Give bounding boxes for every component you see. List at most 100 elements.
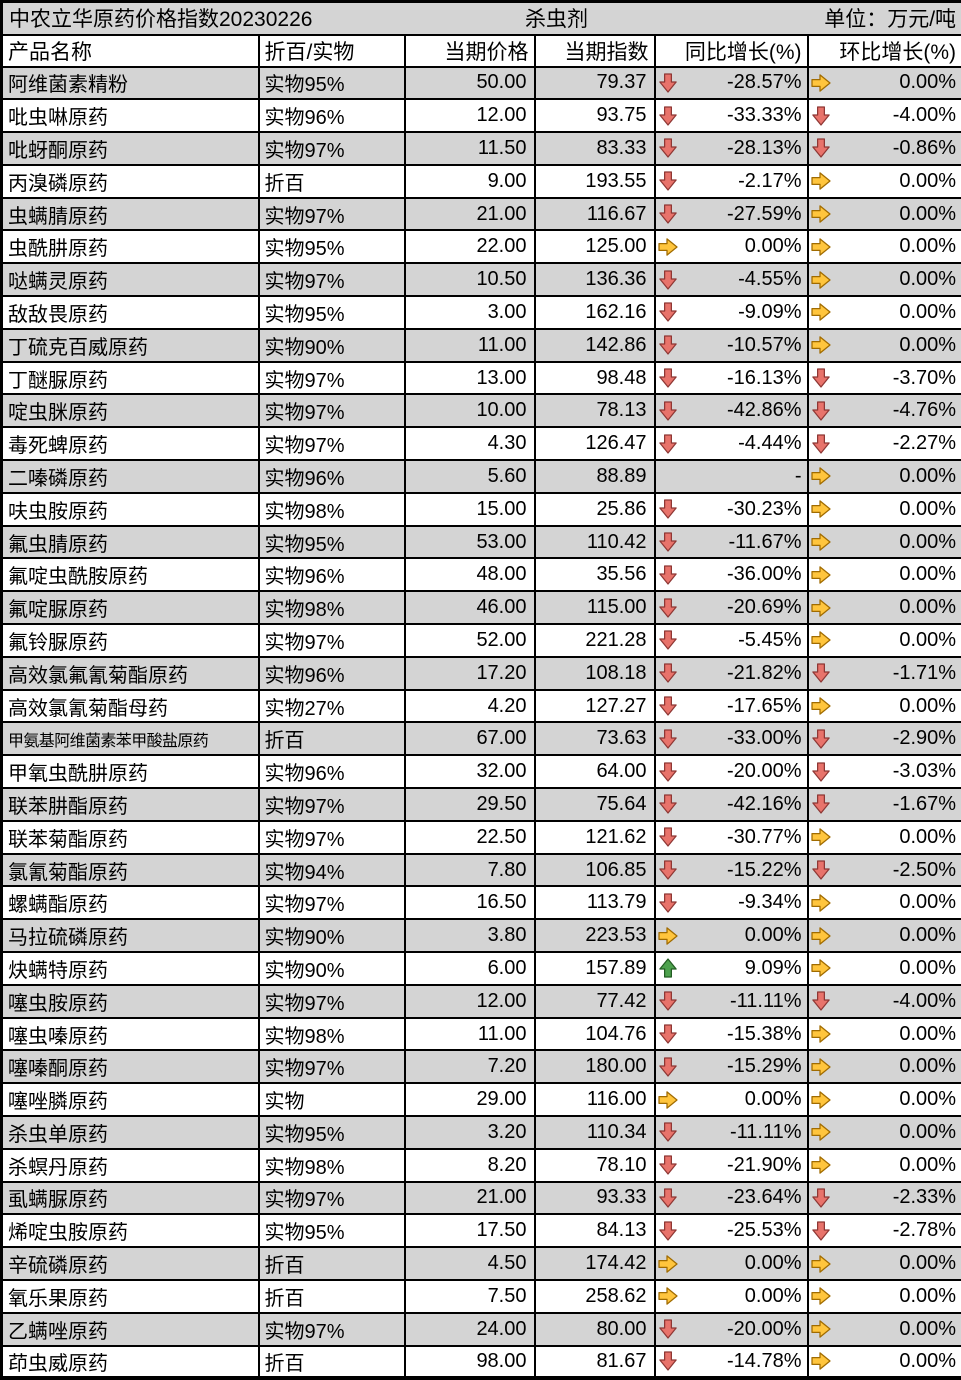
down-arrow-icon — [658, 401, 677, 421]
current-index-cell: 115.00 — [533, 590, 656, 626]
spec-cell: 实物97% — [257, 623, 406, 658]
yoy-growth-cell: -20.00% — [653, 1311, 809, 1347]
down-arrow — [810, 1188, 835, 1208]
percent-value: -42.16% — [727, 792, 802, 815]
percent-value: -33.33% — [727, 104, 802, 127]
spec-cell: 实物97% — [257, 262, 406, 298]
down-arrow — [810, 663, 835, 683]
right-arrow — [810, 1351, 835, 1371]
right-arrow — [810, 237, 835, 257]
percent-value: -4.44% — [738, 432, 802, 455]
percent-value: 0.00% — [744, 1088, 802, 1111]
spec-cell: 实物97% — [257, 393, 406, 429]
table-row: 阿维菌素精粉 实物95% 50.00 79.37 -28.57% 0.00% — [0, 65, 961, 101]
right-arrow-icon — [810, 303, 831, 322]
table-row: 甲氨基阿维菌素苯甲酸盐原药 折百 67.00 73.63 -33.00% -2.90% — [0, 721, 961, 757]
product-name-cell: 吡蚜酮原药 — [0, 131, 260, 166]
current-price-cell: 29.00 — [403, 1082, 536, 1117]
right-arrow-icon — [810, 959, 831, 978]
percent-value: -2.27% — [892, 432, 957, 455]
down-arrow-icon — [658, 106, 677, 126]
table-row: 噻虫嗪原药 实物98% 11.00 104.76 -15.38% 0.00% — [0, 1016, 961, 1052]
table-row: 敌敌畏原药 实物95% 3.00 162.16 -9.09% 0.00% — [0, 295, 961, 330]
yoy-growth-cell: -10.57% — [653, 327, 809, 363]
right-arrow — [810, 630, 835, 650]
down-arrow — [657, 827, 682, 847]
right-arrow-icon — [810, 1123, 831, 1142]
down-arrow-icon — [658, 565, 677, 585]
right-arrow-icon — [810, 533, 831, 551]
table-row: 杀虫单原药 实物95% 3.20 110.34 -11.11% 0.00% — [0, 1115, 961, 1150]
current-price-cell: 11.50 — [403, 131, 536, 166]
spec-cell: 实物97% — [257, 1180, 406, 1216]
current-index-cell: 258.62 — [533, 1278, 656, 1314]
current-index-cell: 127.27 — [533, 688, 656, 724]
percent-value: -4.00% — [892, 989, 957, 1012]
spec-cell: 实物96% — [257, 655, 406, 691]
table-row: 烯啶虫胺原药 实物95% 17.50 84.13 -25.53% -2.78% — [0, 1213, 961, 1249]
current-price-cell: 53.00 — [403, 524, 536, 560]
mom-growth-cell: -2.78% — [806, 1213, 961, 1249]
down-arrow — [657, 893, 682, 913]
current-price-cell: 3.80 — [403, 918, 536, 954]
current-index-cell: 75.64 — [533, 787, 656, 822]
mom-growth-cell: 0.00% — [806, 229, 961, 265]
right-arrow-icon — [657, 1287, 678, 1306]
spec-cell: 实物90% — [257, 951, 406, 986]
current-index-cell: 113.79 — [533, 885, 656, 921]
current-index-cell: 223.53 — [533, 918, 656, 954]
down-arrow-icon — [658, 630, 677, 651]
product-name-cell: 哒螨灵原药 — [0, 262, 260, 298]
down-arrow-icon — [658, 893, 677, 913]
right-arrow — [810, 565, 835, 585]
down-arrow-icon — [658, 663, 677, 683]
mom-growth-cell: 0.00% — [806, 295, 961, 330]
percent-value: 9.09% — [744, 956, 802, 979]
percent-value: -20.69% — [727, 596, 802, 619]
current-index-cell: 180.00 — [533, 1049, 656, 1085]
right-arrow-icon — [810, 894, 831, 912]
title-row: 中农立华原药价格指数20230226 杀虫剂 单位：万元/吨 — [0, 0, 961, 36]
right-arrow — [810, 1024, 835, 1044]
mom-growth-cell: -0.86% — [806, 131, 961, 166]
right-arrow-icon — [810, 631, 831, 650]
product-name-cell: 噻虫胺原药 — [0, 983, 260, 1019]
spec-cell: 实物95% — [257, 229, 406, 265]
product-name-cell: 啶虫脒原药 — [0, 393, 260, 429]
yoy-growth-cell: -5.45% — [653, 623, 809, 658]
table-row: 氯氰菊酯原药 实物94% 7.80 106.85 -15.22% -2.50% — [0, 852, 961, 888]
product-name-cell: 螺螨酯原药 — [0, 885, 260, 921]
current-index-cell: 73.63 — [533, 721, 656, 757]
yoy-growth-cell: -30.77% — [653, 819, 809, 855]
yoy-growth-cell: -11.11% — [653, 1115, 809, 1150]
table-row: 马拉硫磷原药 实物90% 3.80 223.53 0.00% 0.00% — [0, 918, 961, 954]
right-arrow-icon — [810, 926, 831, 945]
yoy-growth-cell: -9.09% — [653, 295, 809, 330]
mom-growth-cell: 0.00% — [806, 65, 961, 101]
current-price-cell: 16.50 — [403, 885, 536, 921]
down-arrow — [657, 1122, 682, 1143]
percent-value: -15.38% — [727, 1022, 802, 1045]
current-price-cell: 10.50 — [403, 262, 536, 298]
yoy-growth-cell: -4.55% — [653, 262, 809, 298]
table-row: 氟虫腈原药 实物95% 53.00 110.42 -11.67% 0.00% — [0, 524, 961, 560]
current-index-cell: 78.13 — [533, 393, 656, 429]
product-name-cell: 丙溴磷原药 — [0, 163, 260, 199]
down-arrow — [810, 368, 835, 388]
current-price-cell: 22.00 — [403, 229, 536, 265]
percent-value: 0.00% — [899, 333, 957, 356]
percent-value: -27.59% — [727, 202, 802, 225]
right-arrow-icon — [810, 336, 831, 355]
down-arrow-icon — [658, 1188, 677, 1208]
table-row: 噻唑膦原药 实物 29.00 116.00 0.00% 0.00% — [0, 1082, 961, 1117]
yoy-growth-cell: -2.17% — [653, 163, 809, 199]
product-name-cell: 氟铃脲原药 — [0, 623, 260, 658]
spec-cell: 实物94% — [257, 852, 406, 888]
current-index-cell: 108.18 — [533, 655, 656, 691]
down-arrow-icon — [658, 499, 677, 519]
current-index-cell: 81.67 — [533, 1344, 656, 1380]
product-name-cell: 甲氨基阿维菌素苯甲酸盐原药 — [0, 721, 260, 757]
down-arrow-icon — [658, 696, 677, 716]
right-arrow — [810, 1286, 835, 1306]
